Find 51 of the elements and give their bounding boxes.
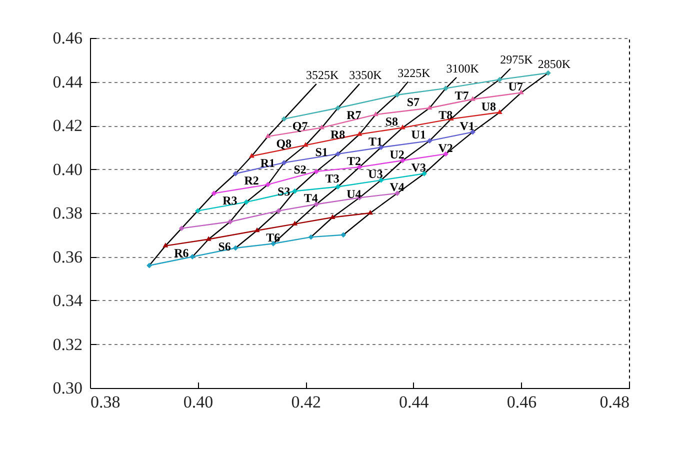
series-label: 2975K: [500, 52, 534, 67]
annotation: U3: [368, 167, 383, 182]
annotation: R2: [244, 174, 259, 188]
annotation: S6: [218, 239, 231, 254]
y-tick-label: 0.42: [52, 116, 82, 135]
annotation: R7: [346, 108, 362, 122]
y-tick-label: 0.40: [52, 160, 82, 179]
series-label: 3350K: [349, 68, 382, 82]
x-tick-label: 0.48: [600, 392, 630, 412]
y-tick-label: 0.34: [52, 291, 83, 310]
y-tick-label: 0.46: [52, 28, 82, 48]
annotation: T1: [368, 134, 383, 148]
annotation: S2: [294, 162, 306, 177]
annotation: R8: [330, 128, 346, 142]
y-tick-label: 0.44: [52, 72, 83, 92]
series-label: 3100K: [446, 61, 480, 76]
x-tick-label: 0.46: [506, 392, 537, 412]
annotation: U7: [508, 80, 523, 94]
annotation: T4: [304, 191, 318, 206]
annotation: T3: [325, 171, 340, 186]
y-tick-label: 0.30: [52, 378, 82, 398]
annotation: T8: [438, 108, 453, 122]
annotation: V3: [411, 160, 426, 174]
annotation: U4: [346, 186, 362, 201]
y-tick-label: 0.38: [52, 204, 82, 222]
annotation: V4: [390, 180, 404, 194]
annotation: U8: [481, 99, 496, 114]
annotation: R1: [260, 156, 276, 170]
annotation: T7: [454, 88, 469, 102]
annotation: Q7: [292, 118, 308, 133]
series-label: 3525K: [306, 68, 340, 82]
series-label: 2850K: [538, 57, 571, 71]
x-tick-label: 0.40: [183, 392, 214, 412]
y-tick-label: 0.32: [52, 334, 82, 354]
annotation: R6: [174, 246, 189, 260]
y-tick-label: 0.36: [52, 247, 82, 266]
x-tick-label: 0.42: [291, 392, 321, 412]
annotation: V1: [460, 118, 474, 133]
annotation: S7: [406, 94, 420, 109]
annotation: S8: [385, 114, 398, 129]
annotation: Q8: [276, 136, 292, 150]
x-tick-label: 0.38: [90, 392, 120, 412]
annotation: V2: [438, 140, 453, 155]
series-label: 3225K: [398, 66, 431, 80]
annotation: R3: [222, 193, 238, 208]
x-tick-label: 0.44: [399, 392, 430, 412]
annotation: T6: [266, 230, 280, 244]
annotation: U1: [411, 128, 426, 142]
annotation: S1: [315, 145, 328, 160]
annotation: T2: [346, 154, 361, 168]
annotation: U2: [390, 147, 404, 162]
